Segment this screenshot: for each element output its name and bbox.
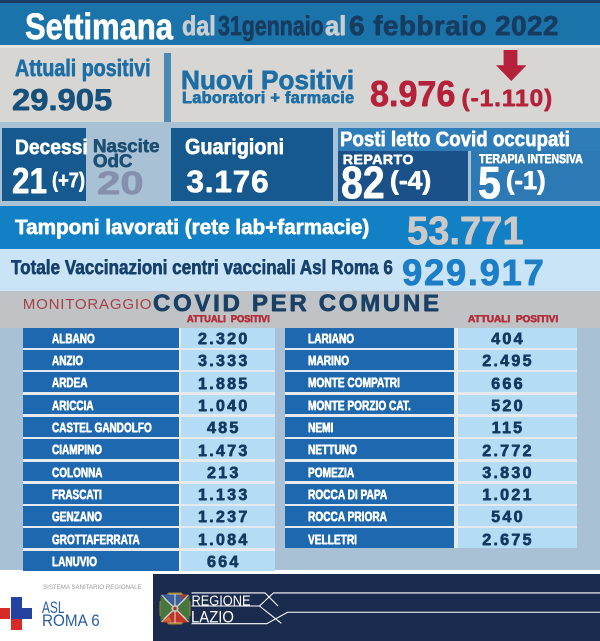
svg-text:REGIONE: REGIONE bbox=[191, 593, 250, 609]
svg-text:LAZIO: LAZIO bbox=[191, 608, 234, 626]
